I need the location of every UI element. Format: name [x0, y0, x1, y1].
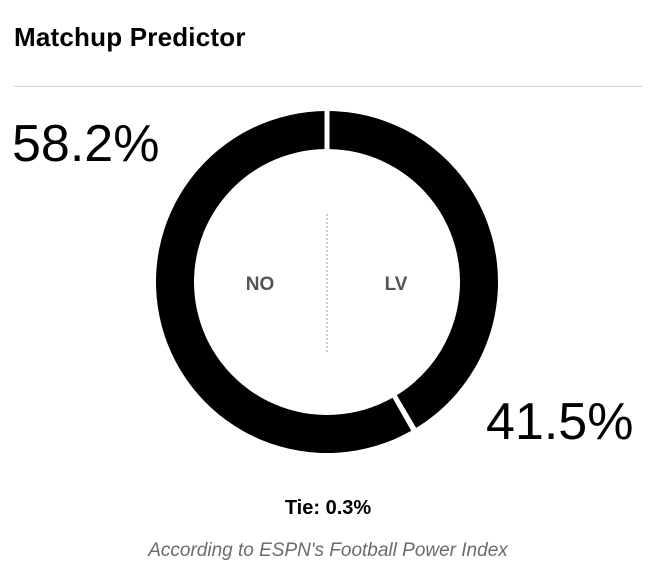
- page-title: Matchup Predictor: [14, 22, 246, 52]
- tie-label: Tie:: [284, 497, 321, 519]
- away-win-percentage: 41.5%: [486, 393, 634, 451]
- source-note: According to ESPN's Football Power Index: [148, 540, 508, 561]
- team-label-lv: LV: [385, 274, 408, 295]
- tie-value: 0.3%: [325, 497, 372, 519]
- donut-slice-lv: [327, 111, 499, 430]
- donut-slice-no: [156, 111, 412, 453]
- team-label-no: NO: [246, 274, 275, 295]
- tie-probability: Tie: 0.3%: [0, 494, 656, 522]
- donut-separator-2: [391, 393, 418, 433]
- header-divider: [14, 86, 643, 87]
- home-win-percentage: 58.2%: [12, 115, 160, 173]
